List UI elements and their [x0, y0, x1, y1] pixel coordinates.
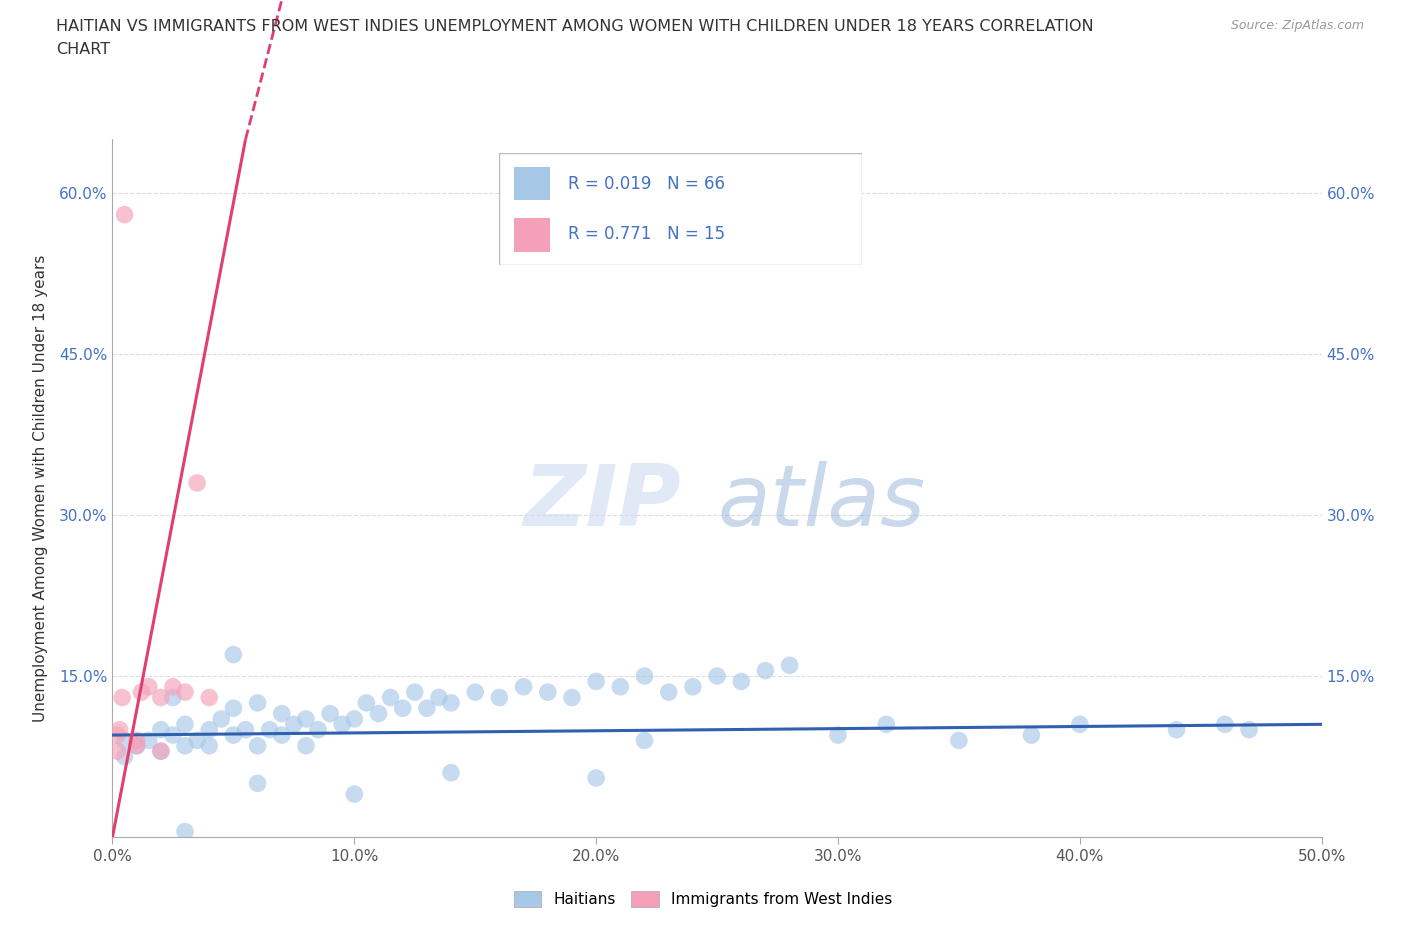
Point: [706, 669, 728, 684]
Y-axis label: Unemployment Among Women with Children Under 18 years: Unemployment Among Women with Children U…: [32, 255, 48, 722]
Point: [356, 696, 378, 711]
Point: [609, 679, 631, 694]
Point: [330, 717, 353, 732]
Text: CHART: CHART: [56, 42, 110, 57]
Point: [162, 679, 184, 694]
Point: [259, 723, 281, 737]
Point: [633, 669, 655, 684]
Point: [114, 749, 136, 764]
Point: [222, 727, 245, 742]
Point: [391, 701, 413, 716]
Point: [1237, 723, 1260, 737]
Point: [162, 727, 184, 742]
Point: [948, 733, 970, 748]
Point: [198, 723, 221, 737]
Point: [149, 690, 172, 705]
Point: [138, 733, 160, 748]
Point: [198, 690, 221, 705]
Point: [138, 679, 160, 694]
Point: [149, 744, 172, 759]
Point: [380, 690, 402, 705]
Point: [343, 787, 366, 802]
Point: [295, 711, 318, 726]
Point: [149, 744, 172, 759]
Point: [1166, 723, 1188, 737]
Point: [875, 717, 897, 732]
Point: [174, 717, 197, 732]
Point: [343, 711, 366, 726]
Point: [235, 723, 257, 737]
Point: [319, 706, 342, 721]
Point: [295, 738, 318, 753]
Point: [105, 727, 128, 742]
Point: [367, 706, 389, 721]
Point: [125, 733, 148, 748]
Point: [658, 684, 681, 699]
Point: [222, 701, 245, 716]
Point: [174, 738, 197, 753]
Point: [307, 723, 329, 737]
Point: [754, 663, 776, 678]
Point: [427, 690, 450, 705]
Point: [440, 765, 463, 780]
Point: [464, 684, 486, 699]
Point: [125, 738, 148, 753]
Text: atlas: atlas: [717, 460, 925, 544]
Point: [440, 696, 463, 711]
Point: [633, 733, 655, 748]
Point: [186, 475, 208, 490]
Point: [730, 674, 752, 689]
Point: [198, 738, 221, 753]
Point: [114, 207, 136, 222]
Point: [270, 727, 292, 742]
Point: [162, 690, 184, 705]
Point: [779, 658, 801, 672]
Point: [108, 723, 131, 737]
Point: [111, 690, 134, 705]
Point: [585, 771, 607, 786]
Point: [209, 711, 232, 726]
Point: [174, 824, 197, 839]
Point: [149, 723, 172, 737]
Point: [488, 690, 510, 705]
Point: [246, 738, 269, 753]
Point: [561, 690, 583, 705]
Text: Source: ZipAtlas.com: Source: ZipAtlas.com: [1230, 19, 1364, 32]
Point: [404, 684, 426, 699]
Point: [246, 696, 269, 711]
Point: [682, 679, 704, 694]
Text: HAITIAN VS IMMIGRANTS FROM WEST INDIES UNEMPLOYMENT AMONG WOMEN WITH CHILDREN UN: HAITIAN VS IMMIGRANTS FROM WEST INDIES U…: [56, 19, 1094, 33]
Point: [270, 706, 292, 721]
Point: [222, 647, 245, 662]
Point: [537, 684, 560, 699]
Point: [1069, 717, 1091, 732]
Text: ZIP: ZIP: [523, 460, 681, 544]
Point: [174, 684, 197, 699]
Point: [585, 674, 607, 689]
Point: [125, 738, 148, 753]
Point: [131, 684, 153, 699]
Legend: Haitians, Immigrants from West Indies: Haitians, Immigrants from West Indies: [508, 884, 898, 913]
Point: [246, 776, 269, 790]
Point: [114, 733, 136, 748]
Point: [283, 717, 305, 732]
Point: [1213, 717, 1236, 732]
Point: [512, 679, 534, 694]
Point: [186, 733, 208, 748]
Point: [1021, 727, 1043, 742]
Point: [416, 701, 439, 716]
Point: [105, 744, 128, 759]
Point: [827, 727, 849, 742]
